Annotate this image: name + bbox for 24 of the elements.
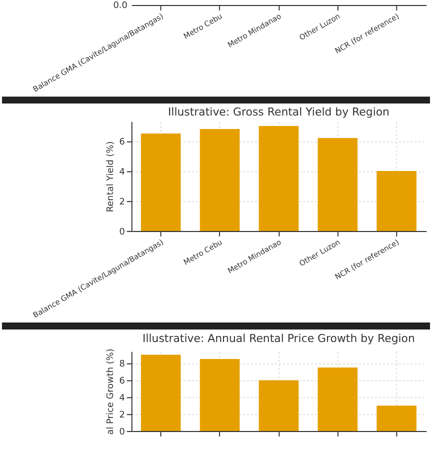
y-tick-label: 6: [119, 376, 126, 387]
y-tick-label: 0: [119, 428, 126, 438]
chart-title: Illustrative: Annual Rental Price Growth by Region: [142, 332, 415, 346]
y-axis-title: Rental Yield (%): [106, 141, 116, 212]
bar: [318, 138, 358, 231]
bar: [318, 367, 358, 432]
bar: [376, 170, 416, 231]
y-tick-label: 4: [119, 167, 126, 178]
text: 0.0: [113, 0, 128, 11]
y-tick-label: 2: [119, 410, 125, 421]
chart-title: Illustrative: Gross Rental Yield by Region: [168, 105, 390, 118]
bar: [258, 380, 299, 432]
y-tick-label: 8: [119, 360, 126, 370]
bar: [200, 359, 240, 432]
bar: [376, 406, 416, 432]
y-tick-label: 6: [119, 137, 126, 148]
bar: [140, 133, 181, 231]
y-tick-label: 2: [119, 197, 125, 208]
y-tick-label: 4: [119, 394, 126, 404]
bar: [258, 126, 299, 231]
y-tick-label: 0: [119, 227, 126, 238]
y-axis-title: al Price Growth (%): [106, 348, 116, 435]
bar: [140, 354, 181, 432]
bar: [200, 128, 240, 231]
